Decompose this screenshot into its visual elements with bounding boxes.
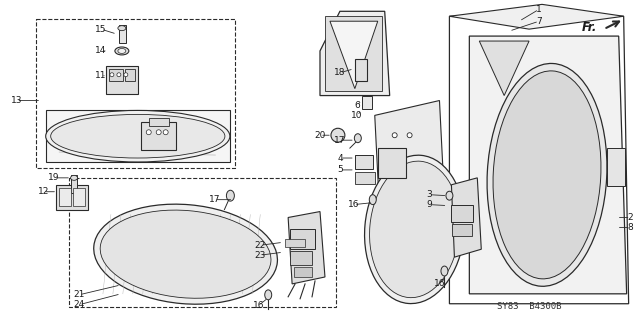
Text: 8: 8 [627, 223, 634, 232]
Bar [452, 204, 473, 222]
Ellipse shape [487, 63, 607, 286]
Text: 19: 19 [48, 173, 60, 182]
Text: 17: 17 [334, 136, 346, 145]
Polygon shape [330, 21, 378, 89]
Polygon shape [450, 4, 624, 29]
Ellipse shape [369, 195, 376, 204]
Text: 10: 10 [351, 111, 362, 120]
Ellipse shape [118, 48, 126, 53]
Ellipse shape [392, 133, 397, 138]
Bar [69, 178, 336, 307]
Text: 5: 5 [337, 165, 343, 174]
Text: 6: 6 [354, 101, 360, 110]
Ellipse shape [117, 73, 121, 77]
Ellipse shape [331, 128, 345, 142]
Bar [362, 96, 372, 109]
Bar [290, 251, 312, 265]
Ellipse shape [163, 130, 168, 135]
Text: 23: 23 [255, 251, 266, 260]
Polygon shape [450, 16, 629, 304]
Ellipse shape [369, 161, 460, 298]
Bar [71, 175, 77, 193]
Text: 20: 20 [314, 131, 326, 140]
Ellipse shape [71, 175, 78, 180]
Bar [125, 69, 135, 81]
Text: Fr.: Fr. [582, 21, 597, 34]
Text: 13: 13 [11, 96, 22, 105]
Bar [606, 148, 625, 186]
Text: 9: 9 [427, 200, 433, 209]
Polygon shape [288, 212, 325, 284]
Bar [290, 229, 315, 249]
Polygon shape [375, 100, 445, 214]
Ellipse shape [110, 73, 114, 77]
Polygon shape [325, 16, 382, 91]
Polygon shape [469, 36, 627, 294]
Ellipse shape [115, 47, 129, 55]
Bar [109, 69, 123, 81]
Text: SY83  B4300B: SY83 B4300B [497, 302, 561, 311]
Polygon shape [47, 110, 231, 162]
Bar [56, 185, 88, 210]
Bar [141, 122, 176, 150]
Ellipse shape [147, 130, 151, 135]
Bar [355, 172, 375, 184]
Ellipse shape [446, 191, 453, 200]
Text: 16: 16 [434, 279, 445, 288]
Ellipse shape [118, 26, 126, 31]
Ellipse shape [364, 155, 464, 304]
Ellipse shape [441, 266, 448, 276]
Polygon shape [320, 11, 390, 96]
Ellipse shape [392, 167, 397, 172]
Text: 16: 16 [252, 301, 264, 310]
Ellipse shape [226, 190, 234, 201]
Ellipse shape [51, 114, 225, 158]
Bar [36, 19, 235, 168]
Ellipse shape [493, 71, 601, 279]
Bar [149, 118, 169, 126]
Bar [378, 148, 406, 178]
Text: 22: 22 [255, 241, 266, 250]
Polygon shape [452, 178, 482, 257]
Ellipse shape [100, 210, 271, 298]
Text: 14: 14 [96, 46, 106, 55]
Text: 1: 1 [536, 5, 542, 14]
Ellipse shape [156, 130, 161, 135]
Ellipse shape [94, 204, 278, 304]
Bar [73, 188, 85, 206]
Bar [452, 224, 472, 236]
Text: 15: 15 [95, 25, 107, 34]
Text: 12: 12 [38, 187, 49, 196]
Polygon shape [479, 41, 529, 96]
Bar [355, 155, 373, 169]
Text: 11: 11 [95, 71, 107, 80]
Text: 24: 24 [73, 300, 85, 309]
Text: 17: 17 [209, 195, 220, 204]
Bar [106, 66, 138, 93]
Text: 16: 16 [348, 200, 360, 209]
Text: 18: 18 [334, 68, 346, 77]
Bar [294, 267, 312, 277]
Bar [59, 188, 71, 206]
Bar [285, 239, 305, 247]
Text: 4: 4 [337, 154, 343, 163]
Ellipse shape [407, 167, 412, 172]
Ellipse shape [354, 134, 361, 143]
Bar [119, 25, 126, 43]
Ellipse shape [265, 290, 272, 300]
Bar [355, 59, 367, 81]
Text: 2: 2 [628, 213, 633, 222]
Text: 21: 21 [73, 290, 85, 299]
Ellipse shape [124, 73, 128, 77]
Text: 3: 3 [427, 190, 433, 199]
Ellipse shape [46, 110, 230, 162]
Ellipse shape [407, 133, 412, 138]
Text: 7: 7 [536, 17, 542, 26]
